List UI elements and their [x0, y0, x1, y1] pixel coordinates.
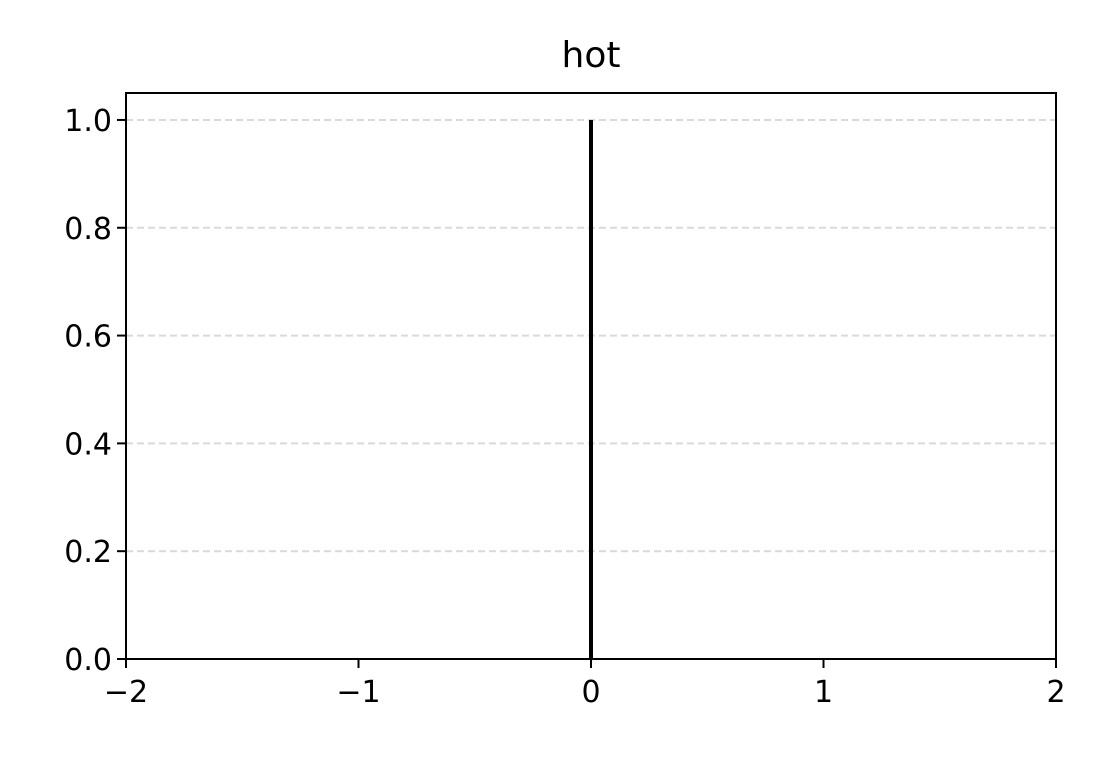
- x-tick-label: 2: [1046, 675, 1065, 710]
- x-tick-label: 0: [581, 675, 600, 710]
- y-tick-label: 0.8: [64, 212, 112, 247]
- y-tick-label: 0.2: [64, 535, 112, 570]
- y-tick-label: 0.4: [64, 427, 112, 462]
- y-axis: 0.0 0.2 0.4 0.6 0.8 1.0: [64, 104, 126, 678]
- x-axis: −2 −1 0 1 2: [104, 659, 1066, 710]
- x-tick-label: −2: [104, 675, 148, 710]
- y-tick-label: 1.0: [64, 104, 112, 139]
- y-tick-label: 0.0: [64, 643, 112, 678]
- y-tick-label: 0.6: [64, 320, 112, 355]
- chart-title: hot: [562, 35, 621, 76]
- x-tick-label: 1: [814, 675, 833, 710]
- x-tick-label: −1: [336, 675, 380, 710]
